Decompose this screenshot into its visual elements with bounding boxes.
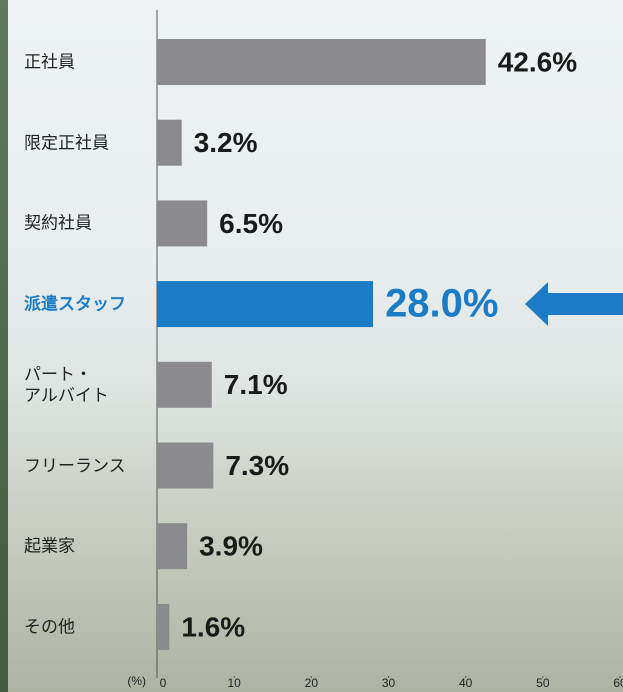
value-label: 42.6%	[498, 46, 577, 77]
value-label: 28.0%	[385, 282, 498, 326]
bar	[157, 120, 182, 166]
x-tick-label: 50	[536, 676, 550, 690]
bar	[157, 39, 486, 85]
x-tick-label: 30	[382, 676, 396, 690]
value-label: 3.9%	[199, 531, 263, 562]
bar	[157, 443, 213, 489]
x-tick-label: 60	[613, 676, 623, 690]
arrow	[525, 282, 623, 326]
x-tick-label: 10	[227, 676, 241, 690]
value-label: 3.2%	[194, 127, 258, 158]
category-label: 派遣スタッフ	[24, 294, 126, 315]
category-label: 限定正社員	[24, 132, 109, 153]
category-label: 正社員	[24, 52, 75, 73]
category-label: 契約社員	[24, 213, 92, 234]
x-tick-label: 40	[459, 676, 473, 690]
x-axis-label: (%)	[127, 674, 146, 688]
bar	[157, 523, 187, 569]
plot: 0 10 20 30 40 50 60 (%) 42.6% 3.2% 6.5% 28.0% 7.1% 7.…	[0, 0, 623, 692]
x-tick-label: 0	[160, 676, 167, 690]
value-label: 6.5%	[219, 208, 283, 239]
bar	[157, 200, 207, 246]
category-label: その他	[24, 616, 75, 637]
value-label: 1.6%	[181, 611, 245, 642]
x-tick-label: 20	[305, 676, 319, 690]
bar	[157, 604, 169, 650]
chart: 0 10 20 30 40 50 60 (%) 42.6% 3.2% 6.5% 28.0% 7.1% 7.…	[0, 0, 623, 692]
category-label: フリーランス	[24, 455, 126, 476]
category-label: 起業家	[24, 536, 75, 557]
category-label: パート・ アルバイト	[24, 364, 109, 406]
value-label: 7.1%	[224, 369, 288, 400]
bar	[157, 362, 212, 408]
value-label: 7.3%	[225, 450, 289, 481]
bar	[157, 281, 373, 327]
